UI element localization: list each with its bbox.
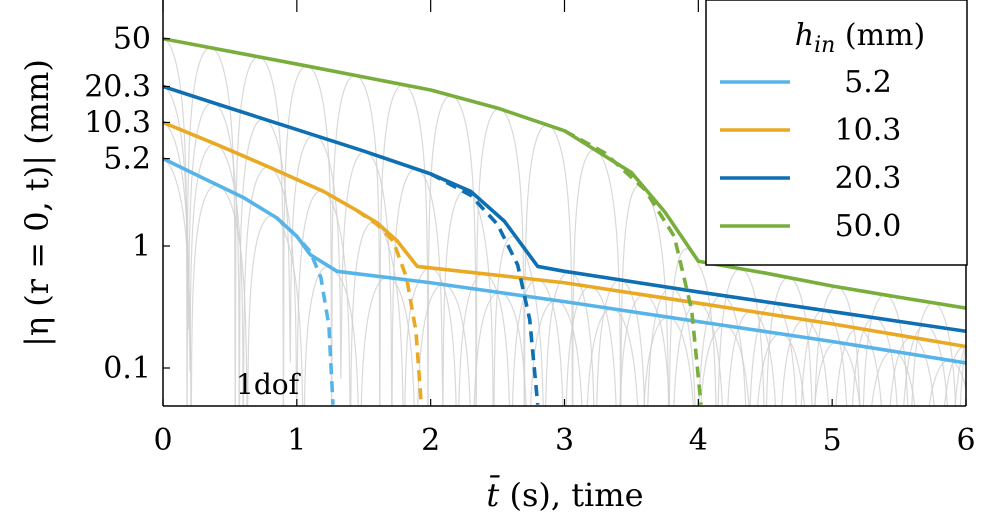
legend-entries: 5.2 10.3 20.3 50.0: [720, 65, 901, 244]
y-tick-label: 20.3: [84, 69, 151, 104]
x-tick-label: 0: [153, 423, 172, 458]
x-tick-label: 3: [555, 423, 574, 458]
legend-box: [705, 0, 968, 266]
oscillation-trace: [163, 158, 966, 406]
y-axis-title: |η (r = 0, t)| (mm): [18, 59, 56, 347]
y-tick-label: 10.3: [84, 105, 151, 140]
series-layer: [163, 36, 966, 405]
legend-label-10.3: 10.3: [835, 113, 902, 148]
series-line-10.3: [163, 120, 966, 349]
legend-label-20.3: 20.3: [835, 161, 902, 196]
series-line-20.3: [163, 84, 966, 334]
x-tick-label: 5: [823, 423, 842, 458]
series-dashed-50.0: [563, 129, 703, 405]
oscillation-trace: [163, 38, 966, 406]
legend-label-5.2: 5.2: [844, 65, 892, 100]
x-tick-label: 1: [287, 423, 306, 458]
x-axis-title: t̄ (s), time: [486, 475, 643, 514]
x-tick-label: 6: [956, 423, 975, 458]
y-tick-label: 1: [132, 229, 151, 264]
y-tick-label: 50: [113, 22, 151, 57]
legend: hin (mm) 5.2 10.3 20.3 50.0: [705, 0, 968, 266]
y-tick-label: 5.2: [103, 142, 151, 177]
series-dashed-10.3: [356, 209, 424, 405]
legend-label-50.0: 50.0: [835, 209, 902, 244]
series-dashed-20.3: [429, 172, 540, 405]
legend-title: hin (mm): [795, 18, 925, 58]
series-dashed-5.2: [275, 216, 335, 405]
series-line-5.2: [163, 157, 966, 365]
series-line-50.0: [163, 36, 966, 310]
x-tick-label: 4: [689, 423, 708, 458]
annotation-1dof: 1dof: [236, 368, 302, 401]
x-tick-label: 2: [421, 423, 440, 458]
y-tick-label: 0.1: [103, 351, 151, 386]
